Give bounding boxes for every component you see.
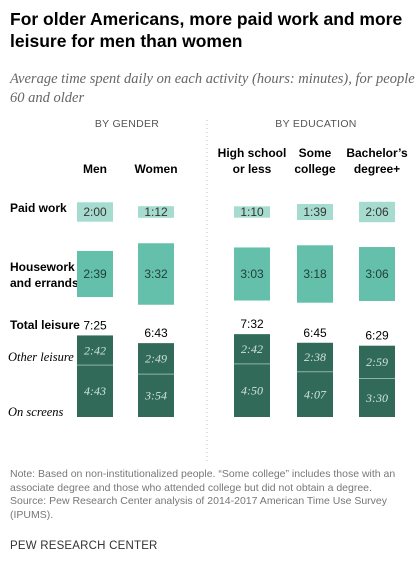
- value-label-paid-work: 1:10: [240, 205, 264, 219]
- value-label-total-leisure: 7:25: [83, 318, 107, 332]
- bar-housework: [297, 245, 333, 303]
- column-header-2: or less: [233, 162, 272, 176]
- value-label-other-leisure: 2:42: [84, 343, 106, 357]
- value-label-housework: 3:18: [303, 267, 327, 281]
- row-label-total-leisure: Total leisure: [10, 318, 80, 332]
- column-header-3: Some: [299, 146, 332, 160]
- bar-paid-work: [297, 203, 333, 221]
- group-label-gender: BY GENDER: [95, 118, 159, 130]
- value-label-total-leisure: 6:29: [365, 329, 389, 343]
- value-label-total-leisure: 6:45: [303, 326, 327, 340]
- row-label-on-screens: On screens: [8, 405, 64, 419]
- footer-credit: PEW RESEARCH CENTER: [10, 540, 158, 552]
- value-label-other-leisure: 2:42: [241, 342, 263, 356]
- notes: Note: Based on non-institutionalized peo…: [10, 468, 415, 522]
- value-label-paid-work: 2:00: [83, 205, 107, 219]
- group-label-education: BY EDUCATION: [275, 118, 356, 130]
- column-header-1: Women: [134, 162, 177, 176]
- value-label-on-screens: 4:50: [241, 383, 263, 397]
- bar-paid-work: [77, 202, 113, 222]
- value-label-paid-work: 1:12: [144, 205, 168, 219]
- value-label-other-leisure: 2:49: [145, 352, 167, 366]
- bar-total-leisure: [359, 345, 395, 417]
- value-label-on-screens: 4:07: [304, 387, 327, 401]
- row-label-paid-work: Paid work: [10, 201, 67, 215]
- column-header-4: degree+: [354, 162, 400, 176]
- chart: BY GENDER BY EDUCATION Men Women High school…: [8, 118, 408, 462]
- value-label-total-leisure: 7:32: [240, 317, 264, 331]
- value-label-housework: 3:06: [365, 267, 389, 281]
- column-header-0: Men: [83, 162, 107, 176]
- value-label-on-screens: 4:43: [84, 384, 106, 398]
- bar-paid-work: [138, 206, 174, 218]
- column-header-4: Bachelor’s: [346, 146, 408, 160]
- value-label-housework: 2:39: [83, 267, 107, 281]
- row-label-housework: and errands: [10, 276, 79, 290]
- value-label-on-screens: 3:54: [144, 389, 167, 403]
- value-label-paid-work: 1:39: [303, 205, 327, 219]
- bar-housework: [359, 247, 395, 301]
- bar-paid-work: [234, 206, 270, 218]
- value-label-housework: 3:03: [240, 267, 264, 281]
- value-label-other-leisure: 2:59: [366, 355, 388, 369]
- value-label-total-leisure: 6:43: [144, 326, 168, 340]
- row-label-other-leisure: Other leisure: [8, 350, 74, 364]
- column-header-3: college: [294, 162, 336, 176]
- bar-housework: [138, 243, 174, 305]
- bar-total-leisure: [138, 343, 174, 417]
- bar-total-leisure: [297, 342, 333, 417]
- bar-housework: [77, 250, 113, 298]
- bar-housework: [234, 247, 270, 301]
- value-label-other-leisure: 2:38: [304, 350, 326, 364]
- row-label-housework: Housework: [10, 260, 75, 274]
- bar-paid-work: [359, 201, 395, 223]
- source-text: Source: Pew Research Center analysis of …: [10, 495, 388, 521]
- bar-total-leisure: [77, 335, 113, 417]
- column-header-2: High school: [218, 146, 287, 160]
- chart-subtitle: Average time spent daily on each activit…: [10, 71, 415, 106]
- value-label-housework: 3:32: [144, 267, 168, 281]
- bar-total-leisure: [234, 334, 270, 417]
- value-label-paid-work: 2:06: [365, 205, 389, 219]
- note-text: Note: Based on non-institutionalized peo…: [10, 468, 396, 494]
- chart-title: For older Americans, more paid work and …: [10, 9, 403, 51]
- value-label-on-screens: 3:30: [365, 391, 388, 405]
